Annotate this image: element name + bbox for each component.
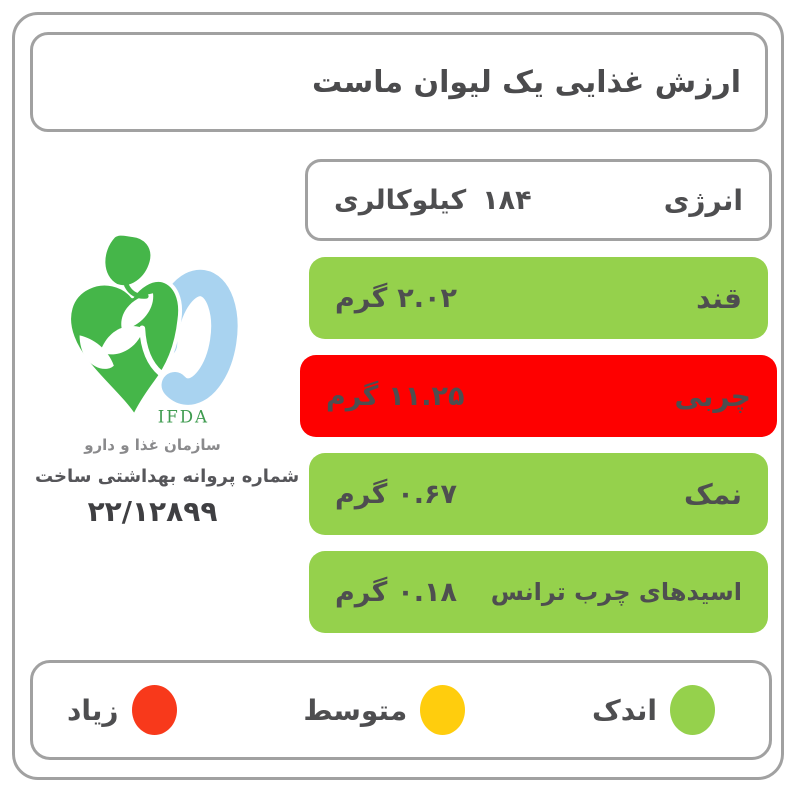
low-level-dot-icon [670,685,715,735]
row-value: ۰.۶۷ [397,478,457,510]
row-sugar: قند ۲.۰۲ گرم [309,257,768,339]
row-fat: چربی ۱۱.۲۵ گرم [300,355,777,437]
ifda-logo-text: IFDA [157,407,208,426]
row-unit: گرم [335,576,388,608]
sprout-stem [138,325,164,377]
row-trans-fat: اسیدهای چرب ترانس ۰.۱۸ گرم [309,551,768,633]
row-unit: گرم [326,380,379,412]
row-label: چربی [674,379,751,413]
header-box: ارزش غذایی یک لیوان ماست [30,32,768,132]
medium-level-dot-icon [420,685,466,735]
nutrition-rows: انرژی ۱۸۴ کیلوکالری قند ۲.۰۲ گرم چربی ۱۱… [300,159,777,649]
legend-label: اندک [592,693,657,727]
row-unit: گرم [335,282,388,314]
row-value-group: ۰.۱۸ گرم [335,577,457,608]
row-label: قند [696,281,742,315]
row-value-group: ۱۸۴ کیلوکالری [334,185,532,216]
legend-item-high: زیاد [67,685,177,735]
legend-item-medium: متوسط [303,685,466,735]
row-value: ۱۱.۲۵ [388,380,465,412]
sprout-leaf-lower [99,326,143,355]
row-unit: گرم [335,478,388,510]
license-label: شماره پروانه بهداشتی ساخت [35,466,300,487]
legend-label: زیاد [67,693,119,727]
legend-box: اندک متوسط زیاد [30,660,772,760]
row-label: نمک [684,477,742,511]
page-title: ارزش غذایی یک لیوان ماست [311,64,741,100]
row-value: ۰.۱۸ [397,576,457,608]
organization-name: سازمان غذا و دارو [84,436,221,454]
row-value-group: ۰.۶۷ گرم [335,479,457,510]
row-value-group: ۲.۰۲ گرم [335,283,457,314]
row-value: ۱۸۴ [482,184,532,216]
row-value-group: ۱۱.۲۵ گرم [326,381,464,412]
certification-column: IFDA سازمان غذا و دارو شماره پروانه بهدا… [35,226,300,528]
sprout-leaf-upper [120,293,153,330]
legend-item-low: اندک [592,685,715,735]
row-energy: انرژی ۱۸۴ کیلوکالری [305,159,772,241]
row-label: انرژی [663,183,743,217]
row-salt: نمک ۰.۶۷ گرم [309,453,768,535]
heart-notch [79,335,114,369]
ifda-logo: IFDA [66,232,238,426]
high-level-dot-icon [131,685,177,735]
leaf-icon [101,232,153,289]
row-unit: کیلوکالری [334,184,467,216]
row-label: اسیدهای چرب ترانس [490,578,742,606]
leaf-stem [123,282,149,299]
row-value: ۲.۰۲ [397,282,457,314]
license-number: ۲۲/۱۲۸۹۹ [87,495,218,528]
legend-label: متوسط [303,693,408,727]
